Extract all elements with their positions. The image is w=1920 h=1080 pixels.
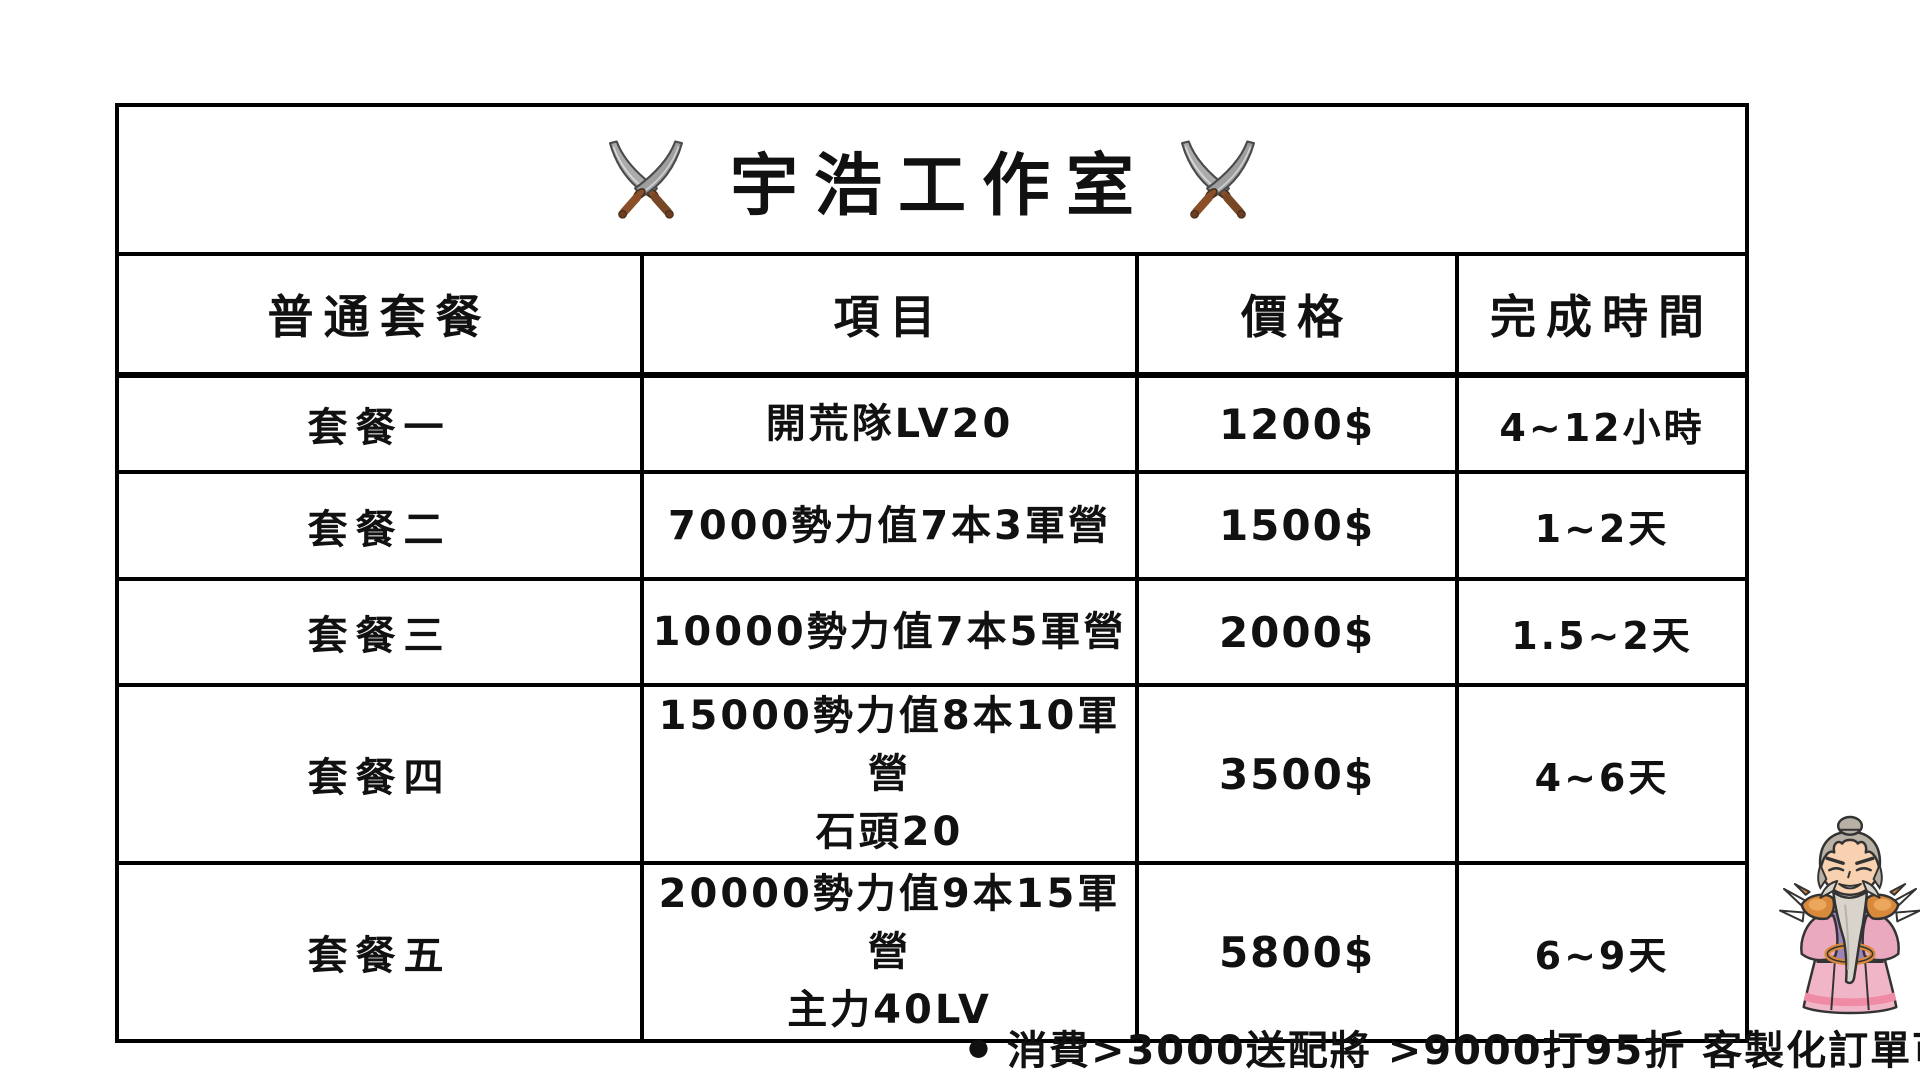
item-cell: 7000勢力值7本3軍營 xyxy=(640,470,1139,581)
item-cell: 開荒隊LV20 xyxy=(640,373,1139,474)
package-row-4: 套餐四 15000勢力值8本10軍營 石頭20 3500$ 4~6天 xyxy=(115,683,1750,865)
header-row: 普通套餐 項目 價格 完成時間 xyxy=(115,252,1750,378)
item-cell: 10000勢力值7本5軍營 xyxy=(640,577,1139,687)
column-header-item: 項目 xyxy=(640,252,1139,378)
package-row-2: 套餐二 7000勢力值7本3軍營 1500$ 1~2天 xyxy=(115,470,1750,581)
time-cell: 4~12小時 xyxy=(1454,373,1750,474)
price-cell: 3500$ xyxy=(1135,683,1459,865)
crossed-swords-icon xyxy=(1172,137,1264,223)
package-name: 套餐四 xyxy=(115,683,644,865)
package-name: 套餐一 xyxy=(115,373,644,474)
price-cell: 1500$ xyxy=(1135,470,1459,581)
price-cell: 2000$ xyxy=(1135,577,1459,687)
item-cell: 20000勢力值9本15軍營 主力40LV xyxy=(640,861,1139,1043)
time-cell: 1~2天 xyxy=(1454,470,1750,581)
bullet-icon: ● xyxy=(968,1033,991,1061)
studio-title: 宇浩工作室 xyxy=(730,147,1151,226)
package-row-3: 套餐三 10000勢力值7本5軍營 2000$ 1.5~2天 xyxy=(115,577,1750,687)
footer-note: ● 消費>3000送配將 >9000打95折 客製化訂單可聊聊 xyxy=(968,1018,1920,1076)
column-header-time: 完成時間 xyxy=(1454,252,1750,378)
crossed-swords-icon xyxy=(600,137,692,223)
package-row-5: 套餐五 20000勢力值9本15軍營 主力40LV 5800$ 6~9天 xyxy=(115,861,1750,1043)
column-header-package: 普通套餐 xyxy=(115,252,644,378)
time-cell: 4~6天 xyxy=(1454,683,1750,865)
title-row: 宇浩工作室 xyxy=(114,103,1750,256)
column-header-price: 價格 xyxy=(1135,252,1459,378)
package-name: 套餐三 xyxy=(115,577,644,687)
package-name: 套餐五 xyxy=(115,861,644,1043)
price-cell: 5800$ xyxy=(1135,861,1459,1043)
time-cell: 1.5~2天 xyxy=(1454,577,1750,687)
item-cell: 15000勢力值8本10軍營 石頭20 xyxy=(640,683,1139,865)
price-cell: 1200$ xyxy=(1135,373,1459,474)
package-row-1: 套餐一 開荒隊LV20 1200$ 4~12小時 xyxy=(115,373,1750,474)
time-cell: 6~9天 xyxy=(1454,861,1750,1043)
footer-note-text: 消費>3000送配將 >9000打95折 客製化訂單可聊聊 xyxy=(1006,1028,1920,1074)
package-name: 套餐二 xyxy=(115,470,644,581)
elder-warrior-mascot xyxy=(1779,815,1920,1015)
pricing-table: 宇浩工作室 普通套餐 項目 價格 完成時間 套餐一 開荒隊LV20 1200$ … xyxy=(114,103,1750,1043)
